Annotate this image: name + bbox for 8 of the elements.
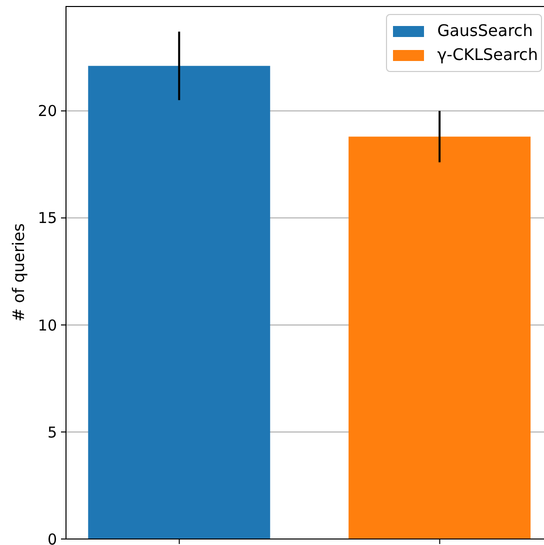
legend-label: GausSearch	[437, 20, 533, 42]
y-tick-label: 10	[38, 316, 57, 334]
legend-label: γ-CKLSearch	[437, 44, 538, 66]
y-axis-title: # of queries	[8, 223, 28, 322]
y-tick-label: 5	[47, 423, 57, 442]
y-tick-label: 15	[38, 209, 57, 228]
y-tick-label: 20	[38, 102, 57, 120]
y-tick-label: 0	[47, 530, 57, 545]
